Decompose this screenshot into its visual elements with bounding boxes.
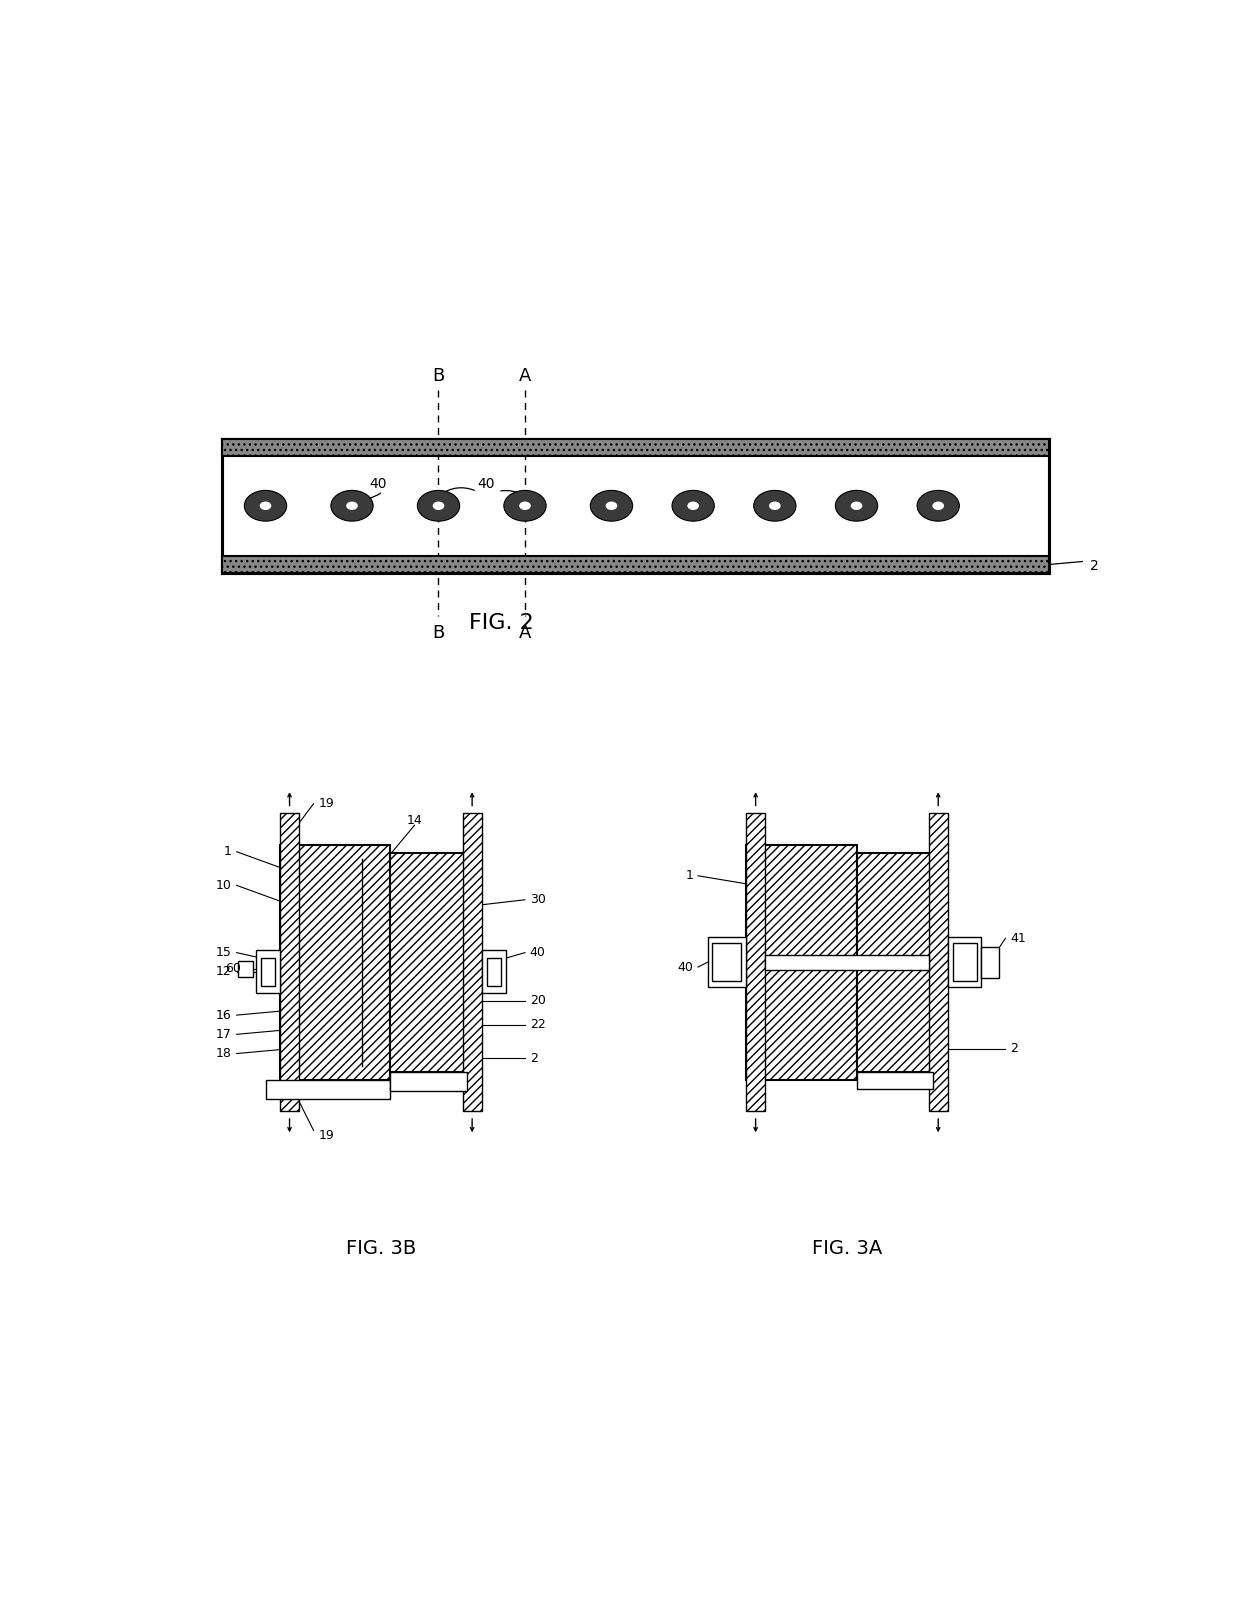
Ellipse shape bbox=[520, 502, 531, 510]
Ellipse shape bbox=[918, 491, 960, 522]
Ellipse shape bbox=[769, 502, 781, 510]
Ellipse shape bbox=[754, 491, 796, 522]
Bar bbox=[929, 813, 947, 1111]
Bar bbox=[260, 957, 275, 987]
Text: 18: 18 bbox=[216, 1047, 232, 1059]
Bar bbox=[255, 951, 280, 993]
Bar bbox=[238, 961, 253, 977]
Text: A: A bbox=[518, 624, 531, 642]
Text: 15: 15 bbox=[216, 946, 232, 959]
Text: 17: 17 bbox=[216, 1027, 232, 1040]
Text: B: B bbox=[433, 624, 445, 642]
Text: 16: 16 bbox=[216, 1009, 232, 1022]
Text: 19: 19 bbox=[319, 797, 334, 810]
Ellipse shape bbox=[433, 502, 444, 510]
Bar bbox=[712, 943, 742, 982]
Text: 40: 40 bbox=[677, 961, 693, 974]
Text: 2: 2 bbox=[529, 1051, 538, 1064]
Bar bbox=[982, 946, 998, 977]
Bar bbox=[265, 1081, 391, 1100]
Text: 60: 60 bbox=[226, 962, 242, 975]
Ellipse shape bbox=[836, 491, 878, 522]
Text: 1: 1 bbox=[224, 846, 232, 859]
Bar bbox=[222, 556, 1049, 573]
Ellipse shape bbox=[851, 502, 862, 510]
Text: 2: 2 bbox=[1090, 559, 1099, 573]
Text: 20: 20 bbox=[529, 995, 546, 1008]
Ellipse shape bbox=[331, 491, 373, 522]
Bar bbox=[857, 852, 934, 1072]
Bar bbox=[463, 813, 481, 1111]
Bar bbox=[947, 938, 982, 987]
Bar bbox=[391, 852, 467, 1072]
Text: 40: 40 bbox=[370, 476, 387, 491]
Bar bbox=[280, 813, 299, 1111]
Text: 22: 22 bbox=[529, 1019, 546, 1032]
Ellipse shape bbox=[503, 491, 546, 522]
Bar bbox=[746, 844, 857, 1081]
Ellipse shape bbox=[418, 491, 460, 522]
Bar bbox=[952, 943, 977, 982]
Bar bbox=[481, 951, 506, 993]
Ellipse shape bbox=[672, 491, 714, 522]
Bar bbox=[746, 813, 765, 1111]
Text: 2: 2 bbox=[1011, 1042, 1018, 1055]
Bar bbox=[391, 1072, 467, 1090]
Ellipse shape bbox=[687, 502, 699, 510]
Ellipse shape bbox=[346, 502, 358, 510]
Text: 40: 40 bbox=[477, 476, 495, 491]
Bar bbox=[486, 957, 501, 987]
Bar bbox=[708, 938, 746, 987]
Ellipse shape bbox=[244, 491, 286, 522]
Bar bbox=[765, 954, 929, 970]
Text: FIG. 2: FIG. 2 bbox=[469, 612, 533, 633]
Text: 30: 30 bbox=[529, 893, 546, 906]
Text: FIG. 3B: FIG. 3B bbox=[346, 1239, 415, 1259]
Ellipse shape bbox=[605, 502, 618, 510]
Text: 40: 40 bbox=[529, 946, 546, 959]
Text: 41: 41 bbox=[1011, 931, 1025, 944]
Text: A: A bbox=[518, 368, 531, 386]
Text: 10: 10 bbox=[216, 880, 232, 893]
Text: 12: 12 bbox=[216, 966, 232, 978]
Ellipse shape bbox=[259, 502, 272, 510]
Bar bbox=[222, 439, 1049, 455]
Bar bbox=[857, 1072, 934, 1089]
Text: 19: 19 bbox=[319, 1129, 334, 1142]
Ellipse shape bbox=[932, 502, 944, 510]
Text: B: B bbox=[433, 368, 445, 386]
Text: 14: 14 bbox=[407, 813, 423, 826]
Bar bbox=[222, 439, 1049, 573]
Text: FIG. 3A: FIG. 3A bbox=[812, 1239, 882, 1259]
Bar bbox=[280, 844, 391, 1081]
Text: 1: 1 bbox=[686, 870, 693, 883]
Ellipse shape bbox=[590, 491, 632, 522]
